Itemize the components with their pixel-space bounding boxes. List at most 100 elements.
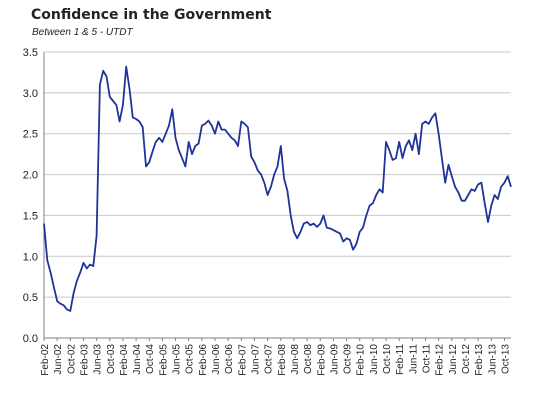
y-tick-label: 0.0 xyxy=(23,333,38,345)
data-point xyxy=(59,303,61,305)
data-point xyxy=(352,249,354,251)
x-tick-label: Oct-08 xyxy=(303,344,314,374)
data-point xyxy=(339,232,341,234)
series-layer xyxy=(43,65,512,312)
data-point xyxy=(174,137,176,139)
data-point xyxy=(378,188,380,190)
x-tick-label: Jun-06 xyxy=(211,344,222,375)
x-tick-label: Oct-11 xyxy=(421,344,432,374)
x-tick-label: Oct-06 xyxy=(224,344,235,374)
x-tick-label: Jun-10 xyxy=(369,344,380,375)
data-point xyxy=(362,227,364,229)
x-tick-label: Jun-09 xyxy=(329,344,340,375)
x-tick-label: Feb-04 xyxy=(119,344,130,376)
x-tick-label: Jun-13 xyxy=(487,344,498,375)
data-point xyxy=(342,240,344,242)
data-point xyxy=(490,204,492,206)
data-point xyxy=(184,165,186,167)
data-point xyxy=(135,118,137,120)
data-point xyxy=(257,169,259,171)
data-point xyxy=(76,280,78,282)
data-point xyxy=(329,227,331,229)
x-tick-label: Feb-03 xyxy=(79,344,90,376)
data-point xyxy=(115,104,117,106)
data-point xyxy=(151,151,153,153)
x-tick-label: Jun-03 xyxy=(93,344,104,375)
data-point xyxy=(411,149,413,151)
data-point xyxy=(391,159,393,161)
data-point xyxy=(303,222,305,224)
data-point xyxy=(309,224,311,226)
axes xyxy=(43,52,511,341)
data-point xyxy=(234,139,236,141)
x-tick-label: Feb-05 xyxy=(158,344,169,376)
data-point xyxy=(470,188,472,190)
data-point xyxy=(421,123,423,125)
x-tick-label: Oct-10 xyxy=(382,344,393,374)
data-point xyxy=(326,227,328,229)
data-point xyxy=(414,133,416,135)
data-point xyxy=(122,104,124,106)
x-tick-label: Jun-05 xyxy=(172,344,183,375)
data-point xyxy=(138,120,140,122)
x-tick-label: Jun-12 xyxy=(448,344,459,375)
data-point xyxy=(220,128,222,130)
data-point xyxy=(322,214,324,216)
data-point xyxy=(273,173,275,175)
data-point xyxy=(395,157,397,159)
data-point xyxy=(385,141,387,143)
data-point xyxy=(266,194,268,196)
data-point xyxy=(161,141,163,143)
data-point xyxy=(201,124,203,126)
data-point xyxy=(89,263,91,265)
data-point xyxy=(299,231,301,233)
data-point xyxy=(477,183,479,185)
data-point xyxy=(405,145,407,147)
data-point xyxy=(428,123,430,125)
x-tick-label: Oct-07 xyxy=(264,344,275,374)
data-point xyxy=(237,145,239,147)
data-point xyxy=(105,75,107,77)
x-tick-label: Jun-08 xyxy=(290,344,301,375)
data-point xyxy=(270,186,272,188)
data-point xyxy=(467,194,469,196)
data-point xyxy=(372,202,374,204)
x-tick-label: Feb-08 xyxy=(277,344,288,376)
y-tick-label: 1.5 xyxy=(23,210,38,222)
data-point xyxy=(487,221,489,223)
data-point xyxy=(355,243,357,245)
data-point xyxy=(507,175,509,177)
x-tick-label: Oct-02 xyxy=(66,344,77,374)
data-point xyxy=(66,308,68,310)
data-point xyxy=(306,221,308,223)
data-point xyxy=(128,88,130,90)
data-point xyxy=(368,204,370,206)
y-tick-label: 2.0 xyxy=(23,170,38,182)
data-point xyxy=(431,116,433,118)
x-tick-label: Feb-09 xyxy=(316,344,327,376)
data-point xyxy=(224,128,226,130)
data-point xyxy=(493,194,495,196)
data-point xyxy=(112,100,114,102)
data-point xyxy=(99,84,101,86)
data-point xyxy=(332,229,334,231)
data-point xyxy=(345,237,347,239)
data-point xyxy=(454,186,456,188)
x-tick-label: Feb-10 xyxy=(356,344,367,376)
data-point xyxy=(79,271,81,273)
data-point xyxy=(286,190,288,192)
data-point xyxy=(293,231,295,233)
data-point xyxy=(313,222,315,224)
data-point xyxy=(296,237,298,239)
data-point xyxy=(142,126,144,128)
data-point xyxy=(217,120,219,122)
data-point xyxy=(451,175,453,177)
data-point xyxy=(434,112,436,114)
x-tick-label: Feb-07 xyxy=(237,344,248,376)
x-tick-labels: Feb-02 Jun-02 Oct-02 Feb-03 Jun-03 Oct-03 Feb-… xyxy=(40,344,511,376)
data-point xyxy=(56,300,58,302)
x-tick-label: Oct-04 xyxy=(145,344,156,374)
data-point xyxy=(260,173,262,175)
x-tick-label: Oct-13 xyxy=(500,344,511,374)
x-tick-label: Oct-03 xyxy=(106,344,117,374)
